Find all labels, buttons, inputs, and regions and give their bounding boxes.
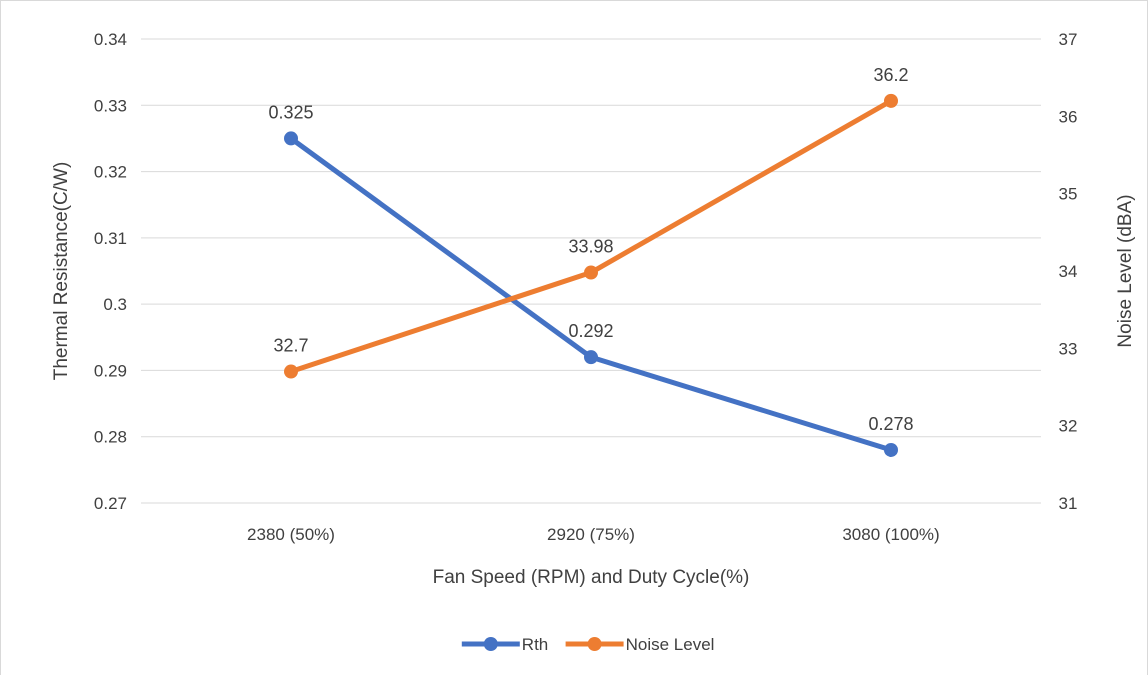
- series-rth: [284, 131, 898, 457]
- y-tick-label: 0.31: [94, 229, 127, 248]
- data-point: [584, 265, 598, 280]
- y-tick-label: 0.3: [103, 295, 127, 314]
- data-point: [884, 93, 898, 108]
- data-label: 0.292: [568, 321, 613, 341]
- y2-tick-label: 35: [1059, 185, 1078, 204]
- left-axis-tick-labels: 0.27 0.28 0.29 0.3 0.31 0.32 0.33 0.34: [94, 30, 127, 513]
- y-tick-label: 0.27: [94, 494, 127, 513]
- legend-item: Rth: [461, 635, 548, 654]
- legend: Rth Noise Level: [461, 635, 715, 654]
- data-labels: 0.325 0.292 0.278 32.7 33.98 36.2: [268, 65, 913, 434]
- y2-tick-label: 32: [1059, 417, 1078, 436]
- data-point: [884, 442, 898, 457]
- right-axis-tick-labels: 31 32 33 34 35 36 37: [1059, 30, 1078, 513]
- legend-swatch-marker: [483, 637, 498, 651]
- y-tick-label: 0.34: [94, 30, 127, 49]
- data-point: [284, 364, 298, 379]
- data-point: [584, 350, 598, 365]
- x-axis-title: Fan Speed (RPM) and Duty Cycle(%): [433, 567, 750, 588]
- y2-tick-label: 37: [1059, 30, 1078, 49]
- legend-label: Noise Level: [626, 635, 715, 654]
- y-axis-title: Thermal Resistance(C/W): [51, 162, 72, 381]
- y-tick-label: 0.33: [94, 96, 127, 115]
- data-label: 32.7: [273, 336, 308, 356]
- y2-tick-label: 31: [1059, 494, 1078, 513]
- legend-label: Rth: [522, 635, 548, 654]
- data-label: 36.2: [873, 65, 908, 85]
- y2-tick-label: 34: [1059, 262, 1078, 281]
- x-tick-label: 2920 (75%): [547, 525, 635, 544]
- data-point: [284, 131, 298, 146]
- data-label: 33.98: [568, 237, 613, 257]
- y-tick-label: 0.29: [94, 361, 127, 380]
- data-label: 0.278: [868, 414, 913, 434]
- y2-axis-title: Noise Level (dBA): [1115, 194, 1136, 347]
- legend-swatch-marker: [587, 637, 602, 651]
- y2-tick-label: 33: [1059, 339, 1078, 358]
- x-tick-label: 3080 (100%): [842, 525, 939, 544]
- series-lines: [284, 93, 898, 457]
- legend-item: Noise Level: [565, 635, 715, 654]
- series-noise-level: [284, 93, 898, 379]
- x-tick-label: 2380 (50%): [247, 525, 335, 544]
- y2-tick-label: 36: [1059, 107, 1078, 126]
- y-tick-label: 0.32: [94, 163, 127, 182]
- x-axis-tick-labels: 2380 (50%) 2920 (75%) 3080 (100%): [247, 525, 940, 544]
- y-tick-label: 0.28: [94, 428, 127, 447]
- data-label: 0.325: [268, 102, 313, 122]
- series-line: [288, 135, 894, 453]
